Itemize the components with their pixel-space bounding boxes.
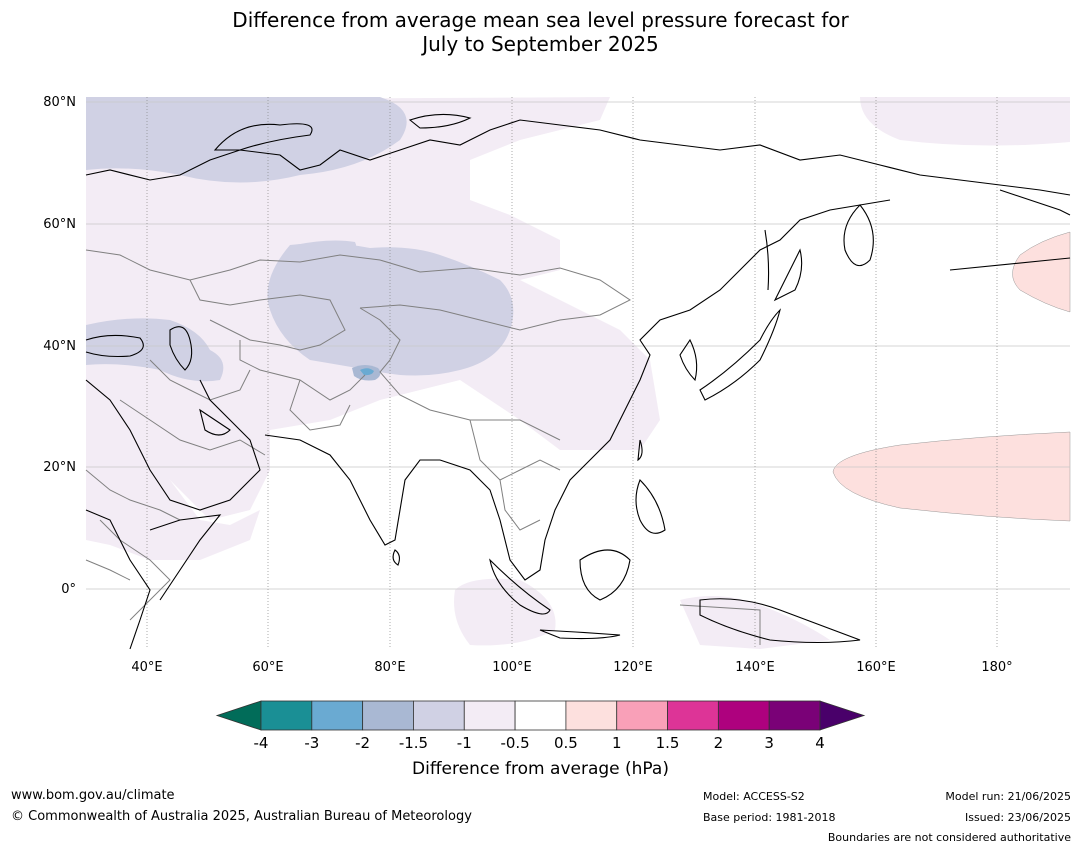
colorbar <box>215 700 866 731</box>
colorbar-tick-label: -0.5 <box>500 734 530 752</box>
lon-label-120e: 120°E <box>613 660 653 675</box>
colorbar-tick-label: -1.5 <box>398 734 429 752</box>
website-link[interactable]: www.bom.gov.au/climate <box>11 788 175 803</box>
coastlines <box>85 113 1071 650</box>
anomaly-region-positive-pacific <box>832 431 1071 522</box>
plot-area <box>85 97 1071 650</box>
lat-label-80n: 80°N <box>43 95 76 110</box>
colorbar-low-extension <box>215 700 262 731</box>
title-line-2: July to September 2025 <box>422 32 659 56</box>
lon-label-100e: 100°E <box>492 660 532 675</box>
anomaly-region-moderate-negative-upper <box>295 240 357 263</box>
colorbar-tick-label: 1 <box>611 734 622 752</box>
colorbar-segment <box>616 700 668 731</box>
colorbar-tick-label: -1 <box>456 734 472 752</box>
base-period: Base period: 1981-2018 <box>703 811 836 824</box>
colorbar-label: Difference from average (hPa) <box>412 759 669 779</box>
colorbar-segment <box>413 700 465 731</box>
anomaly-region-positive-bering <box>1012 231 1071 313</box>
anomaly-region-weak-negative-south <box>86 430 260 560</box>
latitude-gridlines <box>86 101 1070 590</box>
title-line-1: Difference from average mean sea level p… <box>232 8 849 32</box>
lat-label-20n: 20°N <box>43 460 76 475</box>
colorbar-high-extension <box>819 700 866 731</box>
colorbar-segment <box>311 700 364 731</box>
lon-label-40e: 40°E <box>131 660 163 675</box>
colorbar-tick-label: -3 <box>304 734 320 752</box>
anomaly-region-moderate-negative-north <box>86 97 407 183</box>
colorbar-segment <box>514 700 567 731</box>
colorbar-segment <box>717 700 770 731</box>
colorbar-segment <box>362 700 414 731</box>
lat-label-40n: 40°N <box>43 339 76 354</box>
lat-label-0: 0° <box>61 582 76 597</box>
colorbar-tick-label: 3 <box>764 734 774 752</box>
colorbar-tick-label: -4 <box>253 734 269 752</box>
copyright-text: © Commonwealth of Australia 2025, Austra… <box>11 809 472 824</box>
colorbar-segment <box>565 700 618 731</box>
lon-label-180: 180° <box>981 660 1013 675</box>
lon-label-60e: 60°E <box>252 660 284 675</box>
anomaly-region-stronger-negative <box>360 368 374 376</box>
colorbar-tick-label: 4 <box>815 734 825 752</box>
colorbar-tick-label: 2 <box>713 734 724 752</box>
anomaly-region-weak-negative-arctic <box>860 97 1070 146</box>
colorbar-segment <box>768 700 821 731</box>
colorbar-tick-label: 1.5 <box>655 734 680 752</box>
colorbar-tick-label: 0.5 <box>553 734 578 752</box>
map-title: Difference from average mean sea level p… <box>0 8 1081 56</box>
colorbar-segment <box>463 700 516 731</box>
country-boundaries <box>85 249 761 645</box>
colorbar-segment <box>667 700 719 731</box>
model-name: Model: ACCESS-S2 <box>703 790 805 803</box>
lon-label-160e: 160°E <box>856 660 896 675</box>
issued-date: Issued: 23/06/2025 <box>964 811 1071 824</box>
lon-label-140e: 140°E <box>735 660 775 675</box>
model-run-date: Model run: 21/06/2025 <box>945 790 1071 803</box>
longitude-gridlines <box>146 97 998 649</box>
boundaries-disclaimer: Boundaries are not considered authoritat… <box>827 831 1071 844</box>
lat-label-60n: 60°N <box>43 217 76 232</box>
lon-label-80e: 80°E <box>374 660 406 675</box>
colorbar-tick-label: -2 <box>355 734 371 752</box>
anomaly-region-moderate-negative-central <box>267 243 514 376</box>
colorbar-segment <box>260 700 313 731</box>
